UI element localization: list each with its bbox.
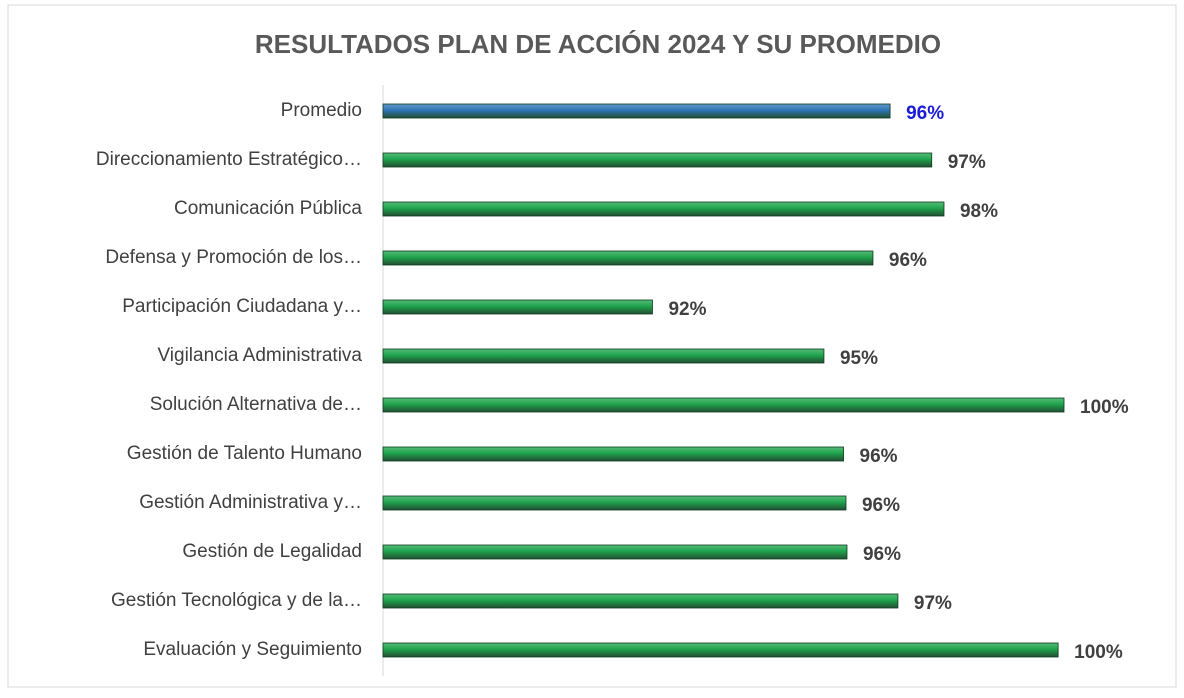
chart-border — [7, 4, 1177, 688]
bar — [382, 299, 653, 315]
bar — [382, 593, 899, 609]
category-label: Gestión Administrativa y… — [139, 492, 362, 513]
bar — [382, 544, 848, 560]
category-label: Evaluación y Seguimiento — [143, 639, 362, 660]
value-label: 96% — [906, 103, 944, 124]
bar — [382, 201, 945, 217]
value-label: 96% — [862, 495, 900, 516]
value-label: 92% — [668, 299, 706, 320]
value-label: 96% — [889, 250, 927, 271]
bar — [382, 446, 844, 462]
value-label: 100% — [1080, 397, 1129, 418]
bar — [382, 103, 891, 119]
value-label: 96% — [860, 446, 898, 467]
value-label: 97% — [948, 152, 986, 173]
bar — [382, 250, 874, 266]
value-label: 96% — [863, 544, 901, 565]
value-label: 98% — [960, 201, 998, 222]
category-label: Promedio — [281, 100, 362, 121]
value-label: 100% — [1074, 642, 1123, 663]
category-label: Gestión de Legalidad — [182, 541, 362, 562]
value-label: 97% — [914, 593, 952, 614]
bar — [382, 152, 933, 168]
bar — [382, 495, 847, 511]
value-label: 95% — [840, 348, 878, 369]
category-label: Vigilancia Administrativa — [157, 345, 362, 366]
category-label: Defensa y Promoción de los… — [105, 247, 362, 268]
bar — [382, 642, 1059, 658]
bar — [382, 348, 825, 364]
category-label: Gestión Tecnológica y de la… — [111, 590, 362, 611]
chart-title: RESULTADOS PLAN DE ACCIÓN 2024 Y SU PROM… — [255, 29, 941, 59]
category-label: Comunicación Pública — [174, 198, 362, 219]
category-label: Participación Ciudadana y… — [122, 296, 362, 317]
category-label: Solución Alternativa de… — [150, 394, 362, 415]
bar — [382, 397, 1065, 413]
category-label: Direccionamiento Estratégico… — [96, 149, 362, 170]
category-label: Gestión de Talento Humano — [127, 443, 362, 464]
